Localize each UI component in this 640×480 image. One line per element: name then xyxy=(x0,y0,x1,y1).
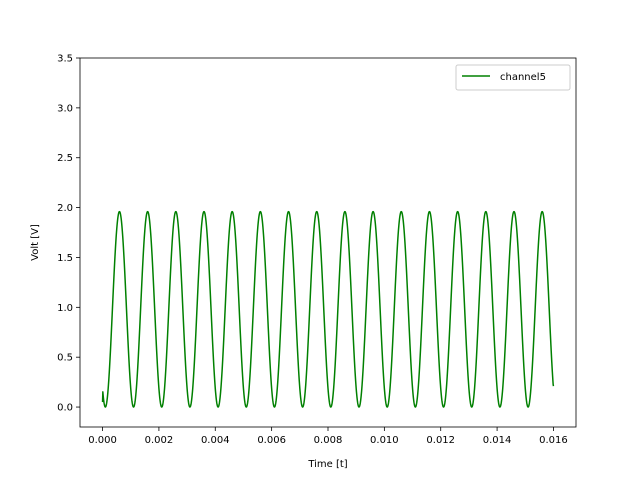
x-tick-label: 0.000 xyxy=(88,435,117,446)
y-tick-label: 0.5 xyxy=(57,353,73,364)
x-tick-label: 0.016 xyxy=(539,435,568,446)
y-tick-label: 2.5 xyxy=(57,153,73,164)
legend-box xyxy=(455,64,571,91)
y-tick-label: 3.0 xyxy=(57,103,73,114)
legend: channel5 xyxy=(455,64,571,91)
y-axis-label: Volt [V] xyxy=(30,224,41,261)
y-tick-label: 3.5 xyxy=(57,54,73,65)
series-line-channel5 xyxy=(101,210,555,408)
x-axis-label: Time [t] xyxy=(307,459,347,470)
x-tick-label: 0.002 xyxy=(145,435,174,446)
x-tick-label: 0.006 xyxy=(257,435,286,446)
x-tick-label: 0.012 xyxy=(426,435,455,446)
x-tick-label: 0.008 xyxy=(314,435,343,446)
legend-entry-channel5: channel5 xyxy=(500,72,546,83)
y-tick-label: 1.0 xyxy=(57,303,73,314)
y-tick-label: 0.0 xyxy=(57,403,73,414)
x-tick-label: 0.004 xyxy=(201,435,230,446)
x-tick-label: 0.014 xyxy=(483,435,512,446)
y-axis: 0.0 0.5 1.0 1.5 2.0 2.5 3.0 3.5 xyxy=(57,54,80,414)
y-tick-label: 2.0 xyxy=(57,203,73,214)
y-tick-label: 1.5 xyxy=(57,253,73,264)
x-tick-label: 0.010 xyxy=(370,435,399,446)
x-axis: 0.000 0.002 0.004 0.006 0.008 0.010 0.012 0.014… xyxy=(88,427,568,446)
